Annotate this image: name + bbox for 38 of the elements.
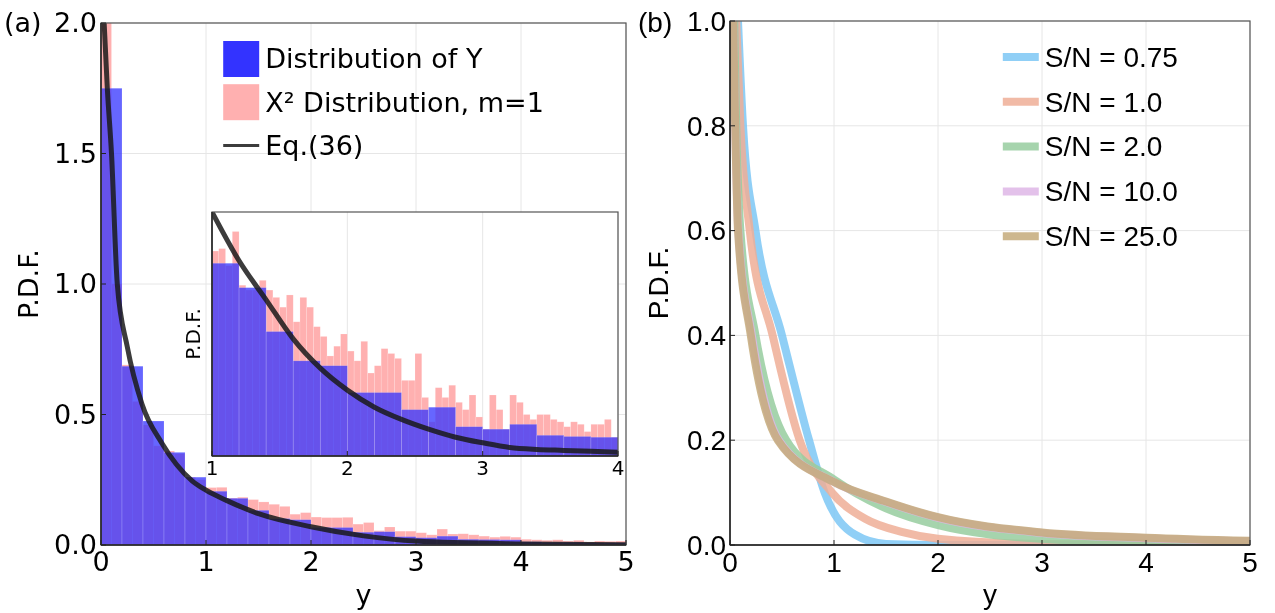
- y-tick-label: 0.4: [687, 320, 726, 352]
- x-tick-label: 5: [617, 545, 635, 577]
- legend-label: S/N = 2.0: [1044, 131, 1163, 163]
- x-tick-label: 1: [826, 546, 842, 578]
- legend-label: S/N = 1.0: [1044, 86, 1163, 118]
- y-tick-label: 0.6: [687, 215, 726, 247]
- x-axis-title: y: [983, 579, 997, 610]
- x-tick-label: 2: [340, 456, 354, 480]
- x-tick-label: 2: [930, 546, 946, 578]
- y-axis-title: P.D.F.: [643, 246, 674, 320]
- y-tick-label: 1.0: [54, 268, 97, 300]
- x-axis-title: y: [355, 579, 372, 610]
- legend-label: Distribution of Y: [265, 43, 483, 75]
- y-tick-label: 0.5: [54, 398, 97, 430]
- x-tick-label: 4: [611, 456, 625, 480]
- legend-label: Eq.(36): [265, 129, 364, 161]
- x-tick-label: 3: [1034, 546, 1050, 578]
- x-tick-label: 3: [407, 545, 425, 577]
- x-tick-label: 1: [197, 545, 215, 577]
- y-tick-label: 1.0: [687, 5, 726, 37]
- y-tick-label: 2.0: [54, 7, 97, 39]
- chart-title: (b): [638, 7, 673, 38]
- y-axis-title: P.D.F.: [181, 308, 205, 360]
- y-tick-label: 0.2: [687, 425, 726, 456]
- x-tick-label: 1: [205, 456, 219, 480]
- x-tick-label: 4: [512, 545, 530, 577]
- x-tick-label: 3: [476, 456, 490, 480]
- chart-title: (a): [4, 7, 42, 38]
- y-tick-label: 0.8: [687, 110, 726, 142]
- legend-label: X² Distribution, m=1: [265, 86, 544, 118]
- legend-label: S/N = 0.75: [1044, 41, 1178, 73]
- y-axis-title: P.D.F.: [13, 249, 44, 319]
- x-tick-label: 2: [302, 545, 320, 577]
- y-tick-label: 1.5: [54, 137, 97, 169]
- legend-label: S/N = 25.0: [1044, 221, 1178, 252]
- x-tick-label: 5: [1242, 546, 1258, 578]
- legend-label: S/N = 10.0: [1044, 176, 1178, 208]
- x-tick-label: 4: [1138, 546, 1154, 578]
